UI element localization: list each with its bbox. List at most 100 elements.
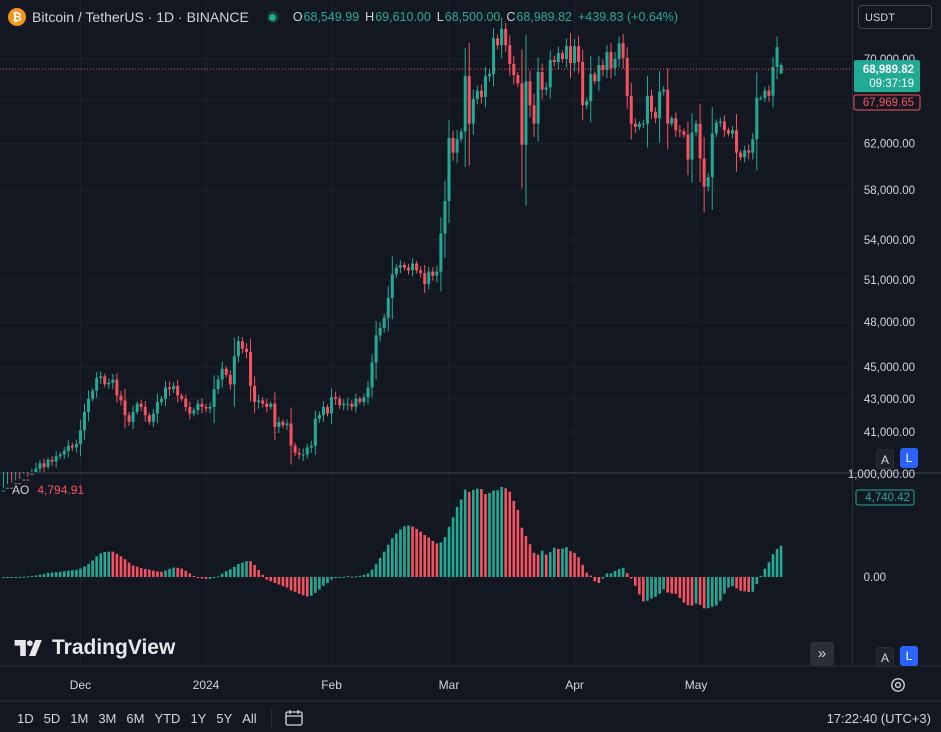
ao-bar (702, 577, 706, 609)
ao-bar (593, 577, 597, 582)
ao-bar (326, 577, 329, 584)
candle-body (330, 397, 334, 414)
candle-body (6, 487, 10, 489)
ao-bar (107, 551, 111, 577)
candle-body (281, 421, 285, 426)
range-6m[interactable]: 6M (126, 710, 145, 726)
ao-bar (131, 565, 135, 577)
range-5d[interactable]: 5D (43, 710, 61, 726)
ao-bar (378, 558, 382, 577)
ao-bar (504, 488, 507, 577)
candle-body (581, 61, 585, 106)
auto-scale-button[interactable]: A (876, 449, 894, 469)
candle-body (479, 90, 483, 97)
log-scale-button[interactable]: L (900, 448, 918, 468)
candle-body (447, 138, 451, 202)
range-ytd[interactable]: YTD (154, 710, 181, 726)
range-3m[interactable]: 3M (98, 710, 117, 726)
currency-select[interactable]: USDT (858, 5, 932, 29)
candle-body (212, 389, 216, 407)
tradingview-logo[interactable]: TradingView (14, 636, 175, 660)
scroll-to-realtime-button[interactable]: » (810, 642, 834, 666)
candle-body (564, 46, 568, 59)
ao-bar (451, 517, 455, 577)
candle-body (759, 97, 763, 99)
ao-bar (698, 577, 702, 605)
ao-label: AO (12, 483, 30, 497)
candle-body (678, 130, 682, 132)
symbol-title[interactable]: Bitcoin / TetherUS · 1D · BINANCE (32, 9, 249, 25)
settings-gear-icon[interactable] (889, 676, 907, 694)
candle-body (455, 139, 459, 153)
candle-body (46, 459, 50, 467)
ao-bar (224, 571, 228, 577)
candle-body (536, 72, 540, 124)
ao-bar (115, 553, 119, 577)
ao-bar (670, 577, 674, 594)
candle-body (334, 397, 338, 399)
candle-body (54, 456, 58, 462)
candle-body (467, 76, 471, 124)
ao-bar (463, 489, 467, 577)
ao-bar (638, 577, 641, 595)
open-value: O68,549.99 (292, 10, 360, 24)
candle-body (10, 487, 14, 489)
candle-body (767, 90, 771, 96)
range-all[interactable]: All (242, 710, 257, 726)
range-1y[interactable]: 1Y (190, 710, 207, 726)
ao-bar (152, 570, 155, 577)
ao-bar (686, 577, 690, 606)
candle-body (629, 95, 633, 124)
ao-bar (480, 489, 483, 577)
ao-bar (557, 548, 560, 577)
date-range-calendar-icon[interactable] (284, 709, 304, 727)
last-price-badge (854, 60, 920, 93)
range-1m[interactable]: 1M (70, 710, 89, 726)
ao-bar (395, 533, 398, 577)
candle-body (504, 28, 508, 46)
ao-bar (751, 577, 755, 592)
ao-bar (646, 577, 649, 601)
candle-body (196, 403, 200, 411)
ao-bar (597, 577, 601, 584)
ao-legend[interactable]: AO 4,794.91 (12, 483, 84, 497)
candle-body (423, 273, 427, 284)
range-1d[interactable]: 1D (17, 710, 34, 726)
bitcoin-icon[interactable]: ₿ (8, 8, 26, 26)
ao-bar (148, 569, 151, 577)
candle-body (443, 201, 447, 234)
candle-body (131, 411, 135, 422)
ao-bar (654, 577, 657, 597)
ao-bar (261, 574, 264, 577)
candle-body (560, 53, 564, 59)
ao-log-scale-button[interactable]: L (900, 646, 918, 666)
candle-body (321, 406, 325, 416)
ao-bar (577, 557, 580, 577)
market-open-icon[interactable] (266, 11, 279, 23)
clock-timezone[interactable]: 17:22:40 (UTC+3) (826, 711, 931, 726)
candle-body (346, 403, 350, 405)
candle-body (411, 263, 415, 271)
candle-body (613, 59, 617, 69)
bottom-toolbar: 1D 5D 1M 3M 6M YTD 1Y 5Y All (0, 704, 941, 732)
candle-body (694, 123, 698, 133)
price-axis[interactable]: 70,000.0066,000.0062,000.0058,000.0054,0… (848, 54, 921, 584)
ao-bar (399, 529, 402, 577)
candle-body (577, 46, 581, 62)
ao-bar (581, 564, 584, 577)
range-5y[interactable]: 5Y (216, 710, 233, 726)
ao-bar (358, 575, 362, 577)
ao-bar (322, 577, 325, 586)
candle-body (451, 138, 455, 153)
ao-bar (524, 536, 528, 577)
candle-body (30, 474, 34, 476)
price-tick-label: 58,000.00 (864, 185, 915, 197)
candle-body (66, 445, 70, 451)
ao-bar (516, 509, 520, 577)
ao-bar (439, 542, 443, 577)
ao-auto-scale-button[interactable]: A (876, 647, 894, 667)
time-axis[interactable]: Dec 2024 Feb Mar Apr May (70, 678, 708, 692)
ao-bar (629, 577, 633, 579)
candle-body (641, 123, 645, 125)
